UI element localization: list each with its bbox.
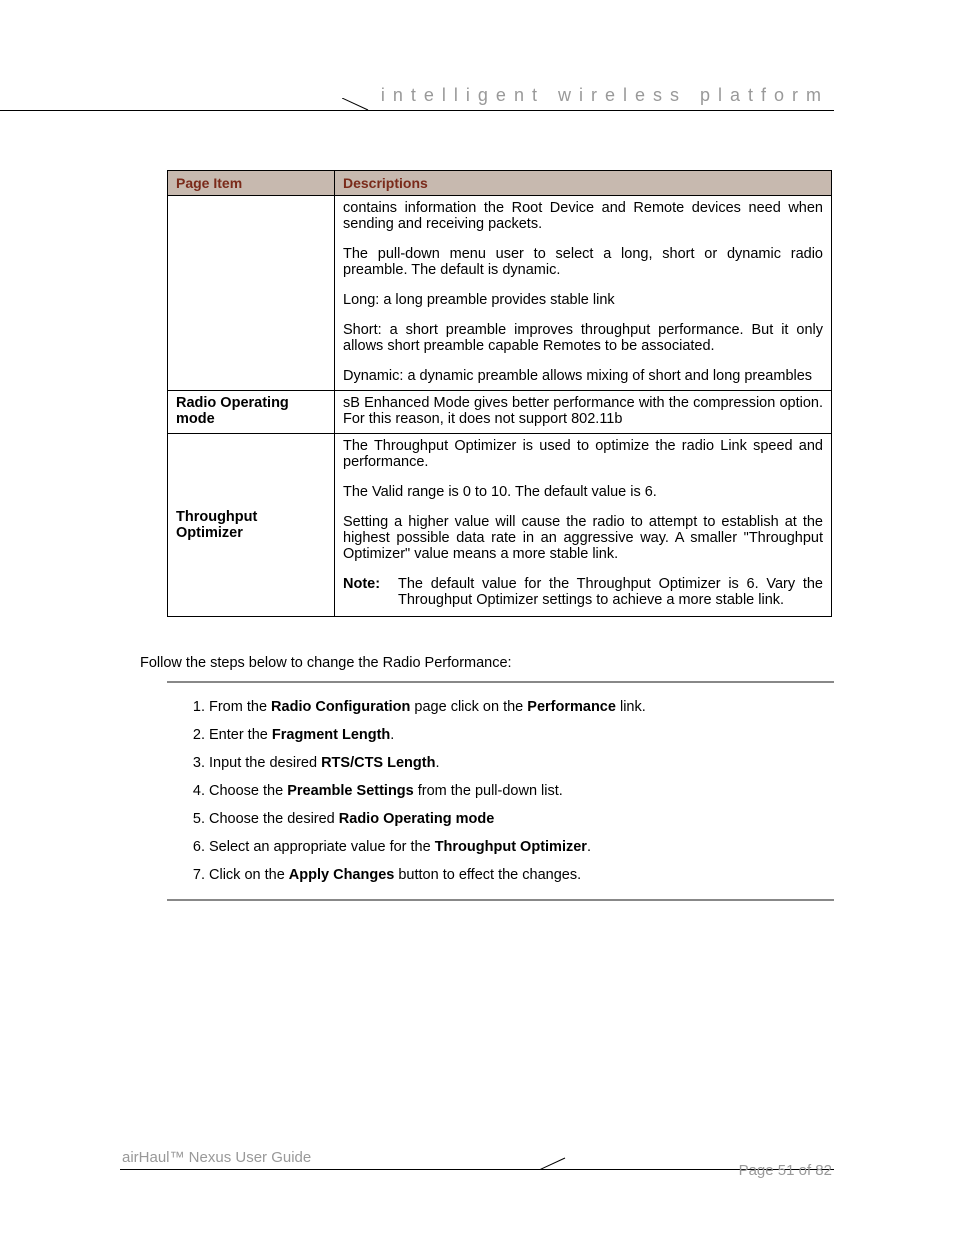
- step-text: Choose the: [209, 783, 287, 799]
- step-text: Choose the desired: [209, 811, 339, 827]
- step-text: From the: [209, 699, 271, 715]
- page-header: intelligent wireless platform: [120, 85, 834, 120]
- header-diagonal-icon: [342, 98, 372, 112]
- step-item: Choose the Preamble Settings from the pu…: [209, 777, 834, 805]
- cell-page-item: Throughput Optimizer: [168, 434, 335, 617]
- cell-page-item: [168, 196, 335, 391]
- step-item: Click on the Apply Changes button to eff…: [209, 861, 834, 889]
- cell-description: The Throughput Optimizer is used to opti…: [335, 434, 832, 617]
- step-bold: RTS/CTS Length: [321, 755, 435, 771]
- step-bold: Fragment Length: [272, 727, 390, 743]
- descriptions-table: Page Item Descriptions contains informat…: [167, 170, 832, 617]
- page-footer: airHaul™ Nexus User Guide Page 51 of 82: [0, 1156, 834, 1170]
- document-page: intelligent wireless platform Page Item …: [0, 0, 954, 1235]
- step-text: button to effect the changes.: [394, 867, 581, 883]
- step-item: Choose the desired Radio Operating mode: [209, 805, 834, 833]
- desc-paragraph: Short: a short preamble improves through…: [343, 322, 823, 354]
- table-row: Throughput Optimizer The Throughput Opti…: [168, 434, 832, 617]
- header-title: intelligent wireless platform: [120, 85, 834, 110]
- table-header-row: Page Item Descriptions: [168, 171, 832, 196]
- step-item: Select an appropriate value for the Thro…: [209, 833, 834, 861]
- step-item: From the Radio Configuration page click …: [209, 693, 834, 721]
- col-header-descriptions: Descriptions: [335, 171, 832, 196]
- step-bold: Throughput Optimizer: [435, 839, 587, 855]
- step-bold: Radio Operating mode: [339, 811, 495, 827]
- cell-page-item: Radio Operating mode: [168, 391, 335, 434]
- step-item: Enter the Fragment Length.: [209, 721, 834, 749]
- step-text: Select an appropriate value for the: [209, 839, 435, 855]
- desc-paragraph: The Throughput Optimizer is used to opti…: [343, 438, 823, 470]
- col-header-page-item: Page Item: [168, 171, 335, 196]
- step-text: from the pull-down list.: [414, 783, 563, 799]
- follow-instruction: Follow the steps below to change the Rad…: [140, 655, 834, 671]
- step-bold: Radio Configuration: [271, 699, 410, 715]
- desc-paragraph: The Valid range is 0 to 10. The default …: [343, 484, 823, 500]
- table-row: contains information the Root Device and…: [168, 196, 832, 391]
- header-rule: [120, 110, 834, 120]
- note-label: Note:: [343, 576, 398, 608]
- desc-paragraph: Dynamic: a dynamic preamble allows mixin…: [343, 368, 823, 384]
- step-text: page click on the: [410, 699, 527, 715]
- steps-list: From the Radio Configuration page click …: [167, 693, 834, 889]
- footer-page-number: Page 51 of 82: [739, 1162, 832, 1179]
- desc-paragraph: sB Enhanced Mode gives better performanc…: [343, 395, 823, 427]
- step-text: Click on the: [209, 867, 289, 883]
- cell-description: contains information the Root Device and…: [335, 196, 832, 391]
- step-bold: Apply Changes: [289, 867, 395, 883]
- footer-rule: [0, 1156, 834, 1170]
- desc-paragraph: contains information the Root Device and…: [343, 200, 823, 232]
- step-item: Input the desired RTS/CTS Length.: [209, 749, 834, 777]
- desc-paragraph: Long: a long preamble provides stable li…: [343, 292, 823, 308]
- step-text: .: [390, 727, 394, 743]
- step-text: .: [587, 839, 591, 855]
- desc-paragraph: The pull-down menu user to select a long…: [343, 246, 823, 278]
- table-row: Radio Operating mode sB Enhanced Mode gi…: [168, 391, 832, 434]
- step-text: Enter the: [209, 727, 272, 743]
- step-text: link.: [616, 699, 646, 715]
- step-bold: Performance: [527, 699, 616, 715]
- note-text: The default value for the Throughput Opt…: [398, 576, 823, 608]
- desc-paragraph: Setting a higher value will cause the ra…: [343, 514, 823, 562]
- step-bold: Preamble Settings: [287, 783, 414, 799]
- steps-container: From the Radio Configuration page click …: [167, 681, 834, 901]
- step-text: Input the desired: [209, 755, 321, 771]
- footer-diagonal-icon: [539, 1156, 569, 1170]
- step-text: .: [435, 755, 439, 771]
- cell-description: sB Enhanced Mode gives better performanc…: [335, 391, 832, 434]
- note-block: Note: The default value for the Throughp…: [343, 576, 823, 608]
